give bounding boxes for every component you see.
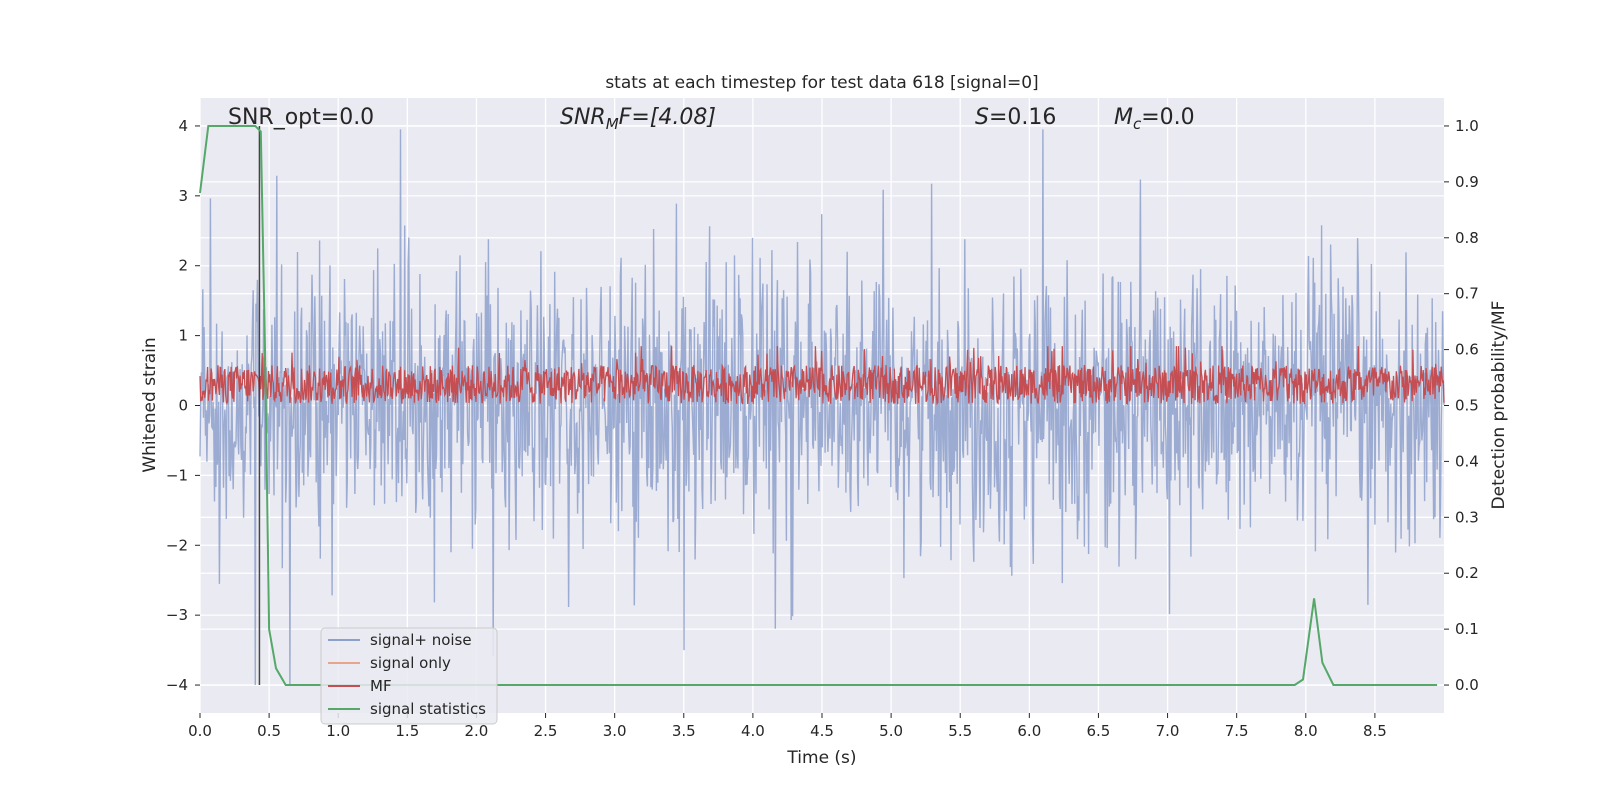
y-right-tick-label: 1.0	[1455, 117, 1479, 135]
annotation-mc-main: M	[1114, 105, 1133, 130]
x-tick-label: 8.5	[1363, 722, 1387, 740]
x-tick-label: 7.0	[1156, 722, 1180, 740]
y-tick-label: −4	[166, 676, 188, 694]
annotation-s-main: S	[975, 105, 989, 130]
x-tick-label: 6.5	[1087, 722, 1111, 740]
x-tick-label: 3.0	[603, 722, 627, 740]
y-right-tick-label: 0.8	[1455, 229, 1479, 247]
series-line-signal-statistics	[199, 125, 1438, 686]
x-tick-label: 5.0	[879, 722, 903, 740]
legend-label-mf: MF	[370, 677, 392, 695]
annotation-snr-mf-main: SNR	[560, 105, 606, 130]
legend-box	[320, 627, 498, 725]
y-tick-label: 2	[178, 257, 188, 275]
annotation-snr-opt: SNR_opt=0.0	[228, 105, 374, 130]
x-tick-label: 1.0	[326, 722, 350, 740]
y-right-tick-label: 0.1	[1455, 620, 1479, 638]
annotation-snr-mf-sub: M	[606, 115, 619, 133]
legend: signal+ noise signal only MF signal stat…	[320, 627, 498, 725]
x-tick-label: 6.0	[1017, 722, 1041, 740]
y-tick-label: 1	[178, 327, 188, 345]
annotation-snr-mf-rest: F=[4.08]	[619, 105, 716, 130]
y-right-tick-label: 0.6	[1455, 341, 1479, 359]
y-tick-label: −2	[166, 536, 188, 554]
y-tick-label: −1	[166, 466, 188, 484]
x-tick-label: 4.5	[810, 722, 834, 740]
y-right-tick-label: 0.2	[1455, 564, 1479, 582]
y-tick-label: 3	[178, 187, 188, 205]
x-tick-label: 0.5	[257, 722, 281, 740]
annotation-snr-mf: SNRMF=[4.08]	[560, 105, 716, 133]
y-axis-label: Whitened strain	[140, 337, 160, 472]
y-right-tick-label: 0.0	[1455, 676, 1479, 694]
y-right-tick-label: 0.4	[1455, 452, 1479, 470]
y-right-tick-label: 0.9	[1455, 173, 1479, 191]
y-tick-label: 4	[178, 117, 188, 135]
x-tick-label: 2.0	[465, 722, 489, 740]
x-tick-label: 5.5	[948, 722, 972, 740]
y-tick-label: −3	[166, 606, 188, 624]
x-tick-label: 1.5	[395, 722, 419, 740]
chart-title: stats at each timestep for test data 618…	[605, 73, 1038, 93]
x-axis-label: Time (s)	[786, 748, 856, 768]
series-line-mf	[199, 346, 1445, 406]
annotation-s-rest: =0.16	[989, 105, 1056, 130]
y-right-tick-label: 0.7	[1455, 285, 1479, 303]
annotation-mc-rest: =0.0	[1141, 105, 1194, 130]
y-right-tick-label: 0.3	[1455, 508, 1479, 526]
y-axis-right-label: Detection probability/MF	[1489, 301, 1509, 510]
x-tick-label: 3.5	[672, 722, 696, 740]
legend-label-signal-only: signal only	[370, 654, 451, 672]
annotation-s: S=0.16	[975, 105, 1056, 130]
series-line-signal-noise	[199, 129, 1445, 686]
y-right-tick-label: 0.5	[1455, 397, 1479, 415]
annotation-mc-sub: c	[1133, 115, 1142, 133]
x-tick-label: 2.5	[534, 722, 558, 740]
legend-label-signal-noise: signal+ noise	[370, 631, 472, 649]
series-layer	[199, 125, 1445, 686]
y-tick-label: 0	[178, 397, 188, 415]
x-tick-label: 4.0	[741, 722, 765, 740]
x-tick-label: 7.5	[1225, 722, 1249, 740]
annotation-mc: Mc=0.0	[1114, 105, 1195, 133]
x-tick-label: 8.0	[1294, 722, 1318, 740]
x-tick-label: 0.0	[188, 722, 212, 740]
ticks: 0.0 0.5 1.0 1.5 2.0 2.5 3.0 3.5 4.0 4.5 5.0 5.5 6.0 6…	[166, 117, 1479, 740]
legend-label-signal-statistics: signal statistics	[370, 700, 486, 718]
